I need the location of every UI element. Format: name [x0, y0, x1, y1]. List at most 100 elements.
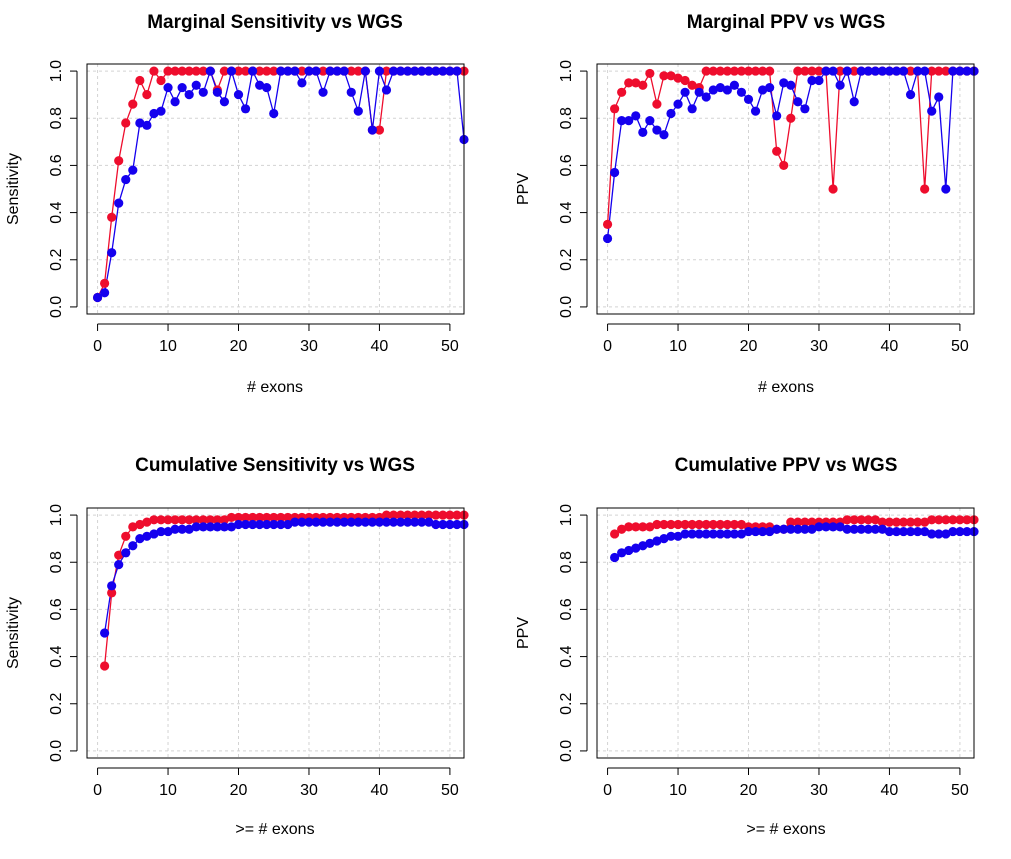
- data-point-blue: [736, 87, 747, 97]
- data-point-blue: [325, 517, 335, 527]
- data-point-red: [729, 519, 740, 530]
- data-point-blue: [346, 87, 356, 97]
- data-point-blue: [290, 66, 300, 76]
- y-tick-label: 0.4: [48, 201, 65, 223]
- data-point-red: [156, 515, 166, 525]
- data-point-blue: [673, 99, 683, 109]
- data-point-red: [948, 515, 958, 525]
- data-point-blue: [821, 522, 831, 532]
- data-point-blue: [624, 116, 634, 126]
- data-point-blue: [722, 529, 732, 539]
- x-tick-label: 20: [740, 782, 758, 799]
- data-point-red: [701, 519, 711, 530]
- data-point-blue: [255, 519, 265, 530]
- data-point-blue: [184, 524, 194, 534]
- chart-panel-2: 0 10 20 30 40 50 0.0 0.2 0.4 0.6 0.8 1.0 Marginal PP…: [515, 12, 979, 396]
- data-point-red: [107, 588, 117, 598]
- data-point-blue: [934, 92, 944, 102]
- data-point-blue: [779, 78, 789, 88]
- data-point-red: [610, 104, 620, 114]
- data-point-blue: [750, 106, 761, 116]
- y-axis-label: PPV: [515, 173, 532, 205]
- data-point-red: [624, 522, 634, 532]
- data-point-blue: [255, 80, 265, 90]
- data-point-red: [863, 515, 873, 525]
- data-point-red: [233, 66, 244, 76]
- data-point-blue: [666, 531, 676, 541]
- data-point-blue: [743, 526, 754, 537]
- data-point-blue: [100, 628, 110, 638]
- data-point-blue: [828, 66, 838, 76]
- data-point-red: [722, 519, 732, 530]
- data-point-blue: [142, 120, 152, 130]
- data-point-blue: [149, 108, 159, 119]
- data-point-red: [687, 80, 697, 90]
- data-point-blue: [205, 66, 215, 76]
- data-point-blue: [743, 94, 754, 104]
- data-point-red: [666, 519, 676, 530]
- chart-panel-1: 0 10 20 30 40 50 0.0 0.2 0.4 0.6 0.8 1.0 Marginal Se…: [5, 12, 469, 396]
- y-tick-label: 0.2: [48, 249, 65, 271]
- data-point-blue: [765, 82, 775, 93]
- data-point-blue: [128, 541, 138, 551]
- data-point-blue: [913, 526, 923, 537]
- data-point-red: [870, 515, 880, 525]
- data-point-blue: [290, 517, 300, 527]
- data-point-blue: [388, 517, 399, 527]
- data-point-red: [262, 512, 272, 523]
- data-point-blue: [786, 524, 796, 534]
- x-tick-label: 0: [93, 338, 102, 355]
- data-point-red: [750, 66, 761, 76]
- data-point-red: [191, 66, 201, 76]
- data-point-blue: [403, 66, 413, 76]
- data-point-red: [638, 80, 648, 90]
- data-point-blue: [814, 522, 824, 532]
- data-point-red: [743, 66, 754, 76]
- data-point-blue: [905, 526, 916, 537]
- data-point-blue: [233, 519, 244, 530]
- data-point-blue: [212, 87, 222, 97]
- data-point-blue: [652, 125, 662, 135]
- data-point-red: [786, 113, 796, 123]
- data-point-red: [114, 156, 124, 166]
- data-point-red: [920, 517, 930, 527]
- plot-frame: [86, 507, 465, 759]
- data-point-red: [100, 278, 110, 288]
- y-tick-label: 1.0: [48, 60, 65, 82]
- data-point-red: [381, 66, 392, 76]
- data-point-blue: [779, 524, 789, 534]
- y-axis-label: Sensitivity: [5, 597, 22, 669]
- data-point-red: [353, 66, 363, 76]
- data-point-red: [184, 515, 194, 525]
- data-point-red: [807, 66, 817, 76]
- x-tick-label: 40: [881, 782, 899, 799]
- data-point-blue: [870, 524, 880, 534]
- data-point-blue: [905, 90, 916, 100]
- chart-panel-4: 0 10 20 30 40 50 0.0 0.2 0.4 0.6 0.8 1.0 Cumulative …: [515, 455, 979, 838]
- data-point-blue: [445, 66, 455, 76]
- data-point-red: [128, 522, 138, 532]
- data-point-red: [941, 515, 951, 525]
- data-point-red: [149, 66, 159, 76]
- data-point-red: [673, 73, 683, 83]
- data-point-red: [962, 515, 972, 525]
- data-point-red: [247, 512, 258, 523]
- y-tick-label: 0.2: [558, 249, 575, 271]
- data-point-red: [905, 66, 916, 76]
- data-point-red: [715, 519, 725, 530]
- data-point-blue: [311, 66, 321, 76]
- data-point-red: [624, 78, 634, 88]
- data-point-red: [645, 522, 655, 532]
- x-tick-label: 10: [669, 338, 687, 355]
- data-point-blue: [920, 526, 930, 537]
- data-point-blue: [360, 517, 370, 527]
- data-point-red: [652, 519, 662, 530]
- data-point-blue: [750, 526, 761, 537]
- data-point-red: [240, 512, 251, 523]
- data-point-red: [849, 515, 859, 525]
- x-tick-label: 50: [951, 338, 969, 355]
- data-point-blue: [645, 116, 655, 126]
- data-point-red: [262, 66, 272, 76]
- data-point-blue: [156, 106, 166, 116]
- data-point-blue: [177, 82, 187, 93]
